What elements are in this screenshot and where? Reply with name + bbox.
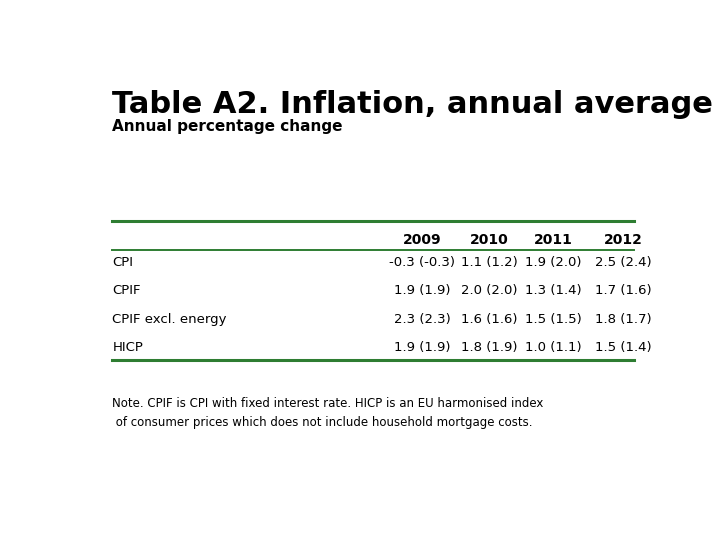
Text: 2012: 2012 xyxy=(603,233,642,247)
Text: 2.5 (2.4): 2.5 (2.4) xyxy=(595,256,651,269)
Text: Note. CPIF is CPI with fixed interest rate. HICP is an EU harmonised index: Note. CPIF is CPI with fixed interest ra… xyxy=(112,397,544,410)
Text: 2011: 2011 xyxy=(534,233,572,247)
Text: 2.3 (2.3): 2.3 (2.3) xyxy=(394,313,451,326)
Text: 1.8 (1.7): 1.8 (1.7) xyxy=(595,313,651,326)
Text: SVERIGES
RIKSBANK: SVERIGES RIKSBANK xyxy=(642,72,686,92)
Text: 1.0 (1.1): 1.0 (1.1) xyxy=(525,341,582,354)
Text: CPIF: CPIF xyxy=(112,285,141,298)
Text: Table A2. Inflation, annual average: Table A2. Inflation, annual average xyxy=(112,90,714,119)
Text: 1.3 (1.4): 1.3 (1.4) xyxy=(525,285,582,298)
Text: CPIF excl. energy: CPIF excl. energy xyxy=(112,313,227,326)
Text: Annual percentage change: Annual percentage change xyxy=(112,119,343,134)
Text: 1.9 (1.9): 1.9 (1.9) xyxy=(394,341,450,354)
Text: -0.3 (-0.3): -0.3 (-0.3) xyxy=(389,256,455,269)
Text: 1.9 (2.0): 1.9 (2.0) xyxy=(525,256,581,269)
Text: 1.5 (1.4): 1.5 (1.4) xyxy=(595,341,651,354)
Text: 2009: 2009 xyxy=(402,233,441,247)
Text: 2.0 (2.0): 2.0 (2.0) xyxy=(461,285,517,298)
Text: 1.6 (1.6): 1.6 (1.6) xyxy=(461,313,517,326)
Text: 1.1 (1.2): 1.1 (1.2) xyxy=(461,256,518,269)
Text: 1.8 (1.9): 1.8 (1.9) xyxy=(461,341,517,354)
Text: CPI: CPI xyxy=(112,256,133,269)
Text: * * *
 *  *
* * *: * * * * * * * * xyxy=(653,26,675,58)
Text: HICP: HICP xyxy=(112,341,143,354)
Text: 1.5 (1.5): 1.5 (1.5) xyxy=(525,313,582,326)
Text: 1.7 (1.6): 1.7 (1.6) xyxy=(595,285,651,298)
Text: Sources: Statistics Sweden and the Riksbank: Sources: Statistics Sweden and the Riksb… xyxy=(420,518,702,531)
Text: 2010: 2010 xyxy=(469,233,508,247)
Text: of consumer prices which does not include household mortgage costs.: of consumer prices which does not includ… xyxy=(112,416,533,429)
Text: 1.9 (1.9): 1.9 (1.9) xyxy=(394,285,450,298)
